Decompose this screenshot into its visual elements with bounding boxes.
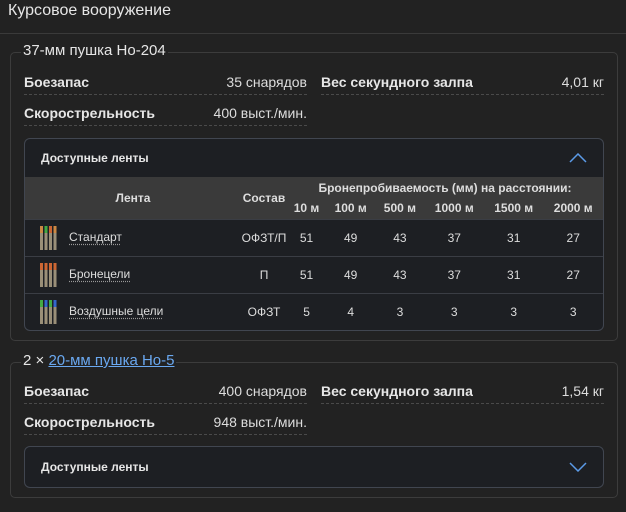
penetration-value: 27 bbox=[543, 255, 603, 293]
col-belt: Лента bbox=[25, 177, 241, 219]
belt-name-link[interactable]: Бронецели bbox=[69, 266, 131, 281]
penetration-value: 3 bbox=[483, 292, 544, 330]
belt-icon bbox=[40, 262, 57, 287]
col-distance: 1500 м bbox=[483, 198, 544, 219]
belts-table: Лента Состав Бронепробиваемость (мм) на ра… bbox=[25, 177, 603, 330]
weapon-title: 37-мм пушка Ho-204 bbox=[21, 42, 168, 59]
belts-panel: Доступные ленты Лента Состав Бронепробивае… bbox=[24, 138, 604, 331]
penetration-value: 3 bbox=[424, 292, 484, 330]
belt-name-link[interactable]: Воздушные цели bbox=[69, 303, 164, 318]
stat-salvo: Вес секундного залпа 1,54 кг bbox=[321, 378, 604, 404]
belt-composition: ОФЗТ/П bbox=[241, 218, 287, 256]
penetration-value: 37 bbox=[424, 218, 484, 256]
col-pen: Бронепробиваемость (мм) на расстоянии: bbox=[287, 177, 603, 198]
col-distance: 500 м bbox=[375, 198, 425, 219]
weapon-card-1: 37-мм пушка Ho-204 Боезапас 35 снарядов В… bbox=[10, 42, 618, 341]
chevron-up-icon bbox=[569, 153, 587, 163]
penetration-value: 5 bbox=[287, 292, 327, 330]
stat-ammo: Боезапас 35 снарядов bbox=[24, 69, 307, 95]
belt-row: Бронецели П 51 49 43 37 31 27 bbox=[25, 255, 603, 293]
penetration-value: 31 bbox=[483, 255, 544, 293]
belt-icon bbox=[40, 299, 57, 324]
penetration-value: 49 bbox=[326, 218, 376, 256]
weapon-link[interactable]: 20-мм пушка Ho-5 bbox=[48, 352, 175, 369]
belt-icon bbox=[40, 225, 57, 250]
belt-row: Стандарт ОФЗТ/П 51 49 43 37 31 27 bbox=[25, 218, 603, 256]
weapon-title: 2 × 20-мм пушка Ho-5 bbox=[21, 352, 177, 369]
col-distance: 10 м bbox=[287, 198, 327, 219]
penetration-value: 49 bbox=[326, 255, 376, 293]
penetration-value: 31 bbox=[483, 218, 544, 256]
section-title: Курсовое вооружение bbox=[8, 2, 171, 19]
belt-row: Воздушные цели ОФЗТ 5 4 3 3 3 3 bbox=[25, 292, 603, 330]
belts-panel: Доступные ленты bbox=[24, 446, 604, 488]
col-distance: 2000 м bbox=[543, 198, 603, 219]
weapon-card-2: 2 × 20-мм пушка Ho-5 Боезапас 400 снарядо… bbox=[10, 352, 618, 498]
belt-composition: ОФЗТ bbox=[241, 292, 287, 330]
stat-salvo: Вес секундного залпа 4,01 кг bbox=[321, 69, 604, 95]
penetration-value: 43 bbox=[375, 218, 425, 256]
col-distance: 1000 м bbox=[424, 198, 484, 219]
penetration-value: 3 bbox=[375, 292, 425, 330]
belt-composition: П bbox=[241, 255, 287, 293]
belts-toggle[interactable]: Доступные ленты bbox=[25, 447, 603, 487]
belts-toggle[interactable]: Доступные ленты bbox=[25, 139, 603, 177]
penetration-value: 3 bbox=[543, 292, 603, 330]
col-distance: 100 м bbox=[326, 198, 376, 219]
penetration-value: 51 bbox=[287, 218, 327, 256]
penetration-value: 37 bbox=[424, 255, 484, 293]
penetration-value: 27 bbox=[543, 218, 603, 256]
stat-rof: Скорострельность 400 выст./мин. bbox=[24, 100, 307, 126]
penetration-value: 43 bbox=[375, 255, 425, 293]
stat-ammo: Боезапас 400 снарядов bbox=[24, 378, 307, 404]
divider bbox=[0, 33, 626, 34]
penetration-value: 51 bbox=[287, 255, 327, 293]
col-comp: Состав bbox=[241, 177, 287, 219]
chevron-down-icon bbox=[569, 462, 587, 472]
belt-name-link[interactable]: Стандарт bbox=[69, 229, 122, 244]
penetration-value: 4 bbox=[326, 292, 376, 330]
stat-rof: Скорострельность 948 выст./мин. bbox=[24, 409, 307, 435]
